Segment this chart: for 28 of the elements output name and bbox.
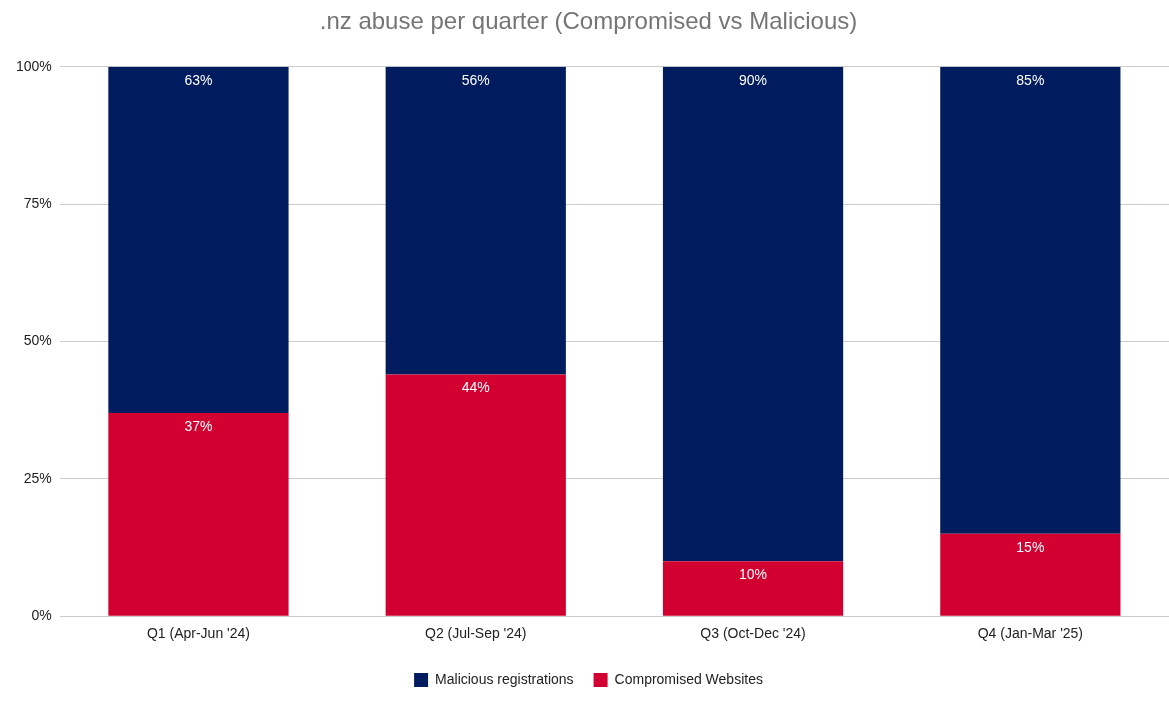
- chart-title: .nz abuse per quarter (Compromised vs Malicious): [319, 7, 858, 35]
- bar: [385, 66, 566, 375]
- data-label: 63%: [184, 71, 213, 88]
- legend-label: Malicious registrations: [435, 670, 574, 687]
- data-label: 90%: [739, 71, 768, 88]
- x-tick-label: Q4 (Jan-Mar '25): [977, 625, 1084, 642]
- bar: [662, 66, 844, 562]
- y-tick-label: 50%: [23, 332, 52, 349]
- bar: [940, 66, 1121, 534]
- bar: [108, 412, 289, 616]
- data-label: 37%: [184, 417, 213, 434]
- bar: [662, 561, 844, 616]
- bar: [385, 374, 566, 616]
- y-tick-label: 100%: [15, 57, 52, 74]
- x-tick-label: Q3 (Oct-Dec '24): [700, 625, 806, 642]
- x-tick-label: Q2 (Jul-Sep '24): [425, 625, 527, 642]
- data-label: 56%: [461, 71, 490, 88]
- bar: [108, 66, 289, 413]
- data-label: 15%: [1016, 538, 1045, 555]
- y-tick-label: 25%: [23, 469, 52, 486]
- x-tick-label: Q1 (Apr-Jun '24): [146, 625, 250, 642]
- y-tick-label: 75%: [23, 195, 52, 212]
- legend-label: Compromised Websites: [614, 670, 763, 687]
- data-label: 85%: [1016, 71, 1045, 88]
- bar: [940, 533, 1121, 616]
- data-label: 10%: [739, 566, 768, 583]
- y-tick-label: 0%: [31, 607, 52, 624]
- data-label: 44%: [461, 379, 490, 396]
